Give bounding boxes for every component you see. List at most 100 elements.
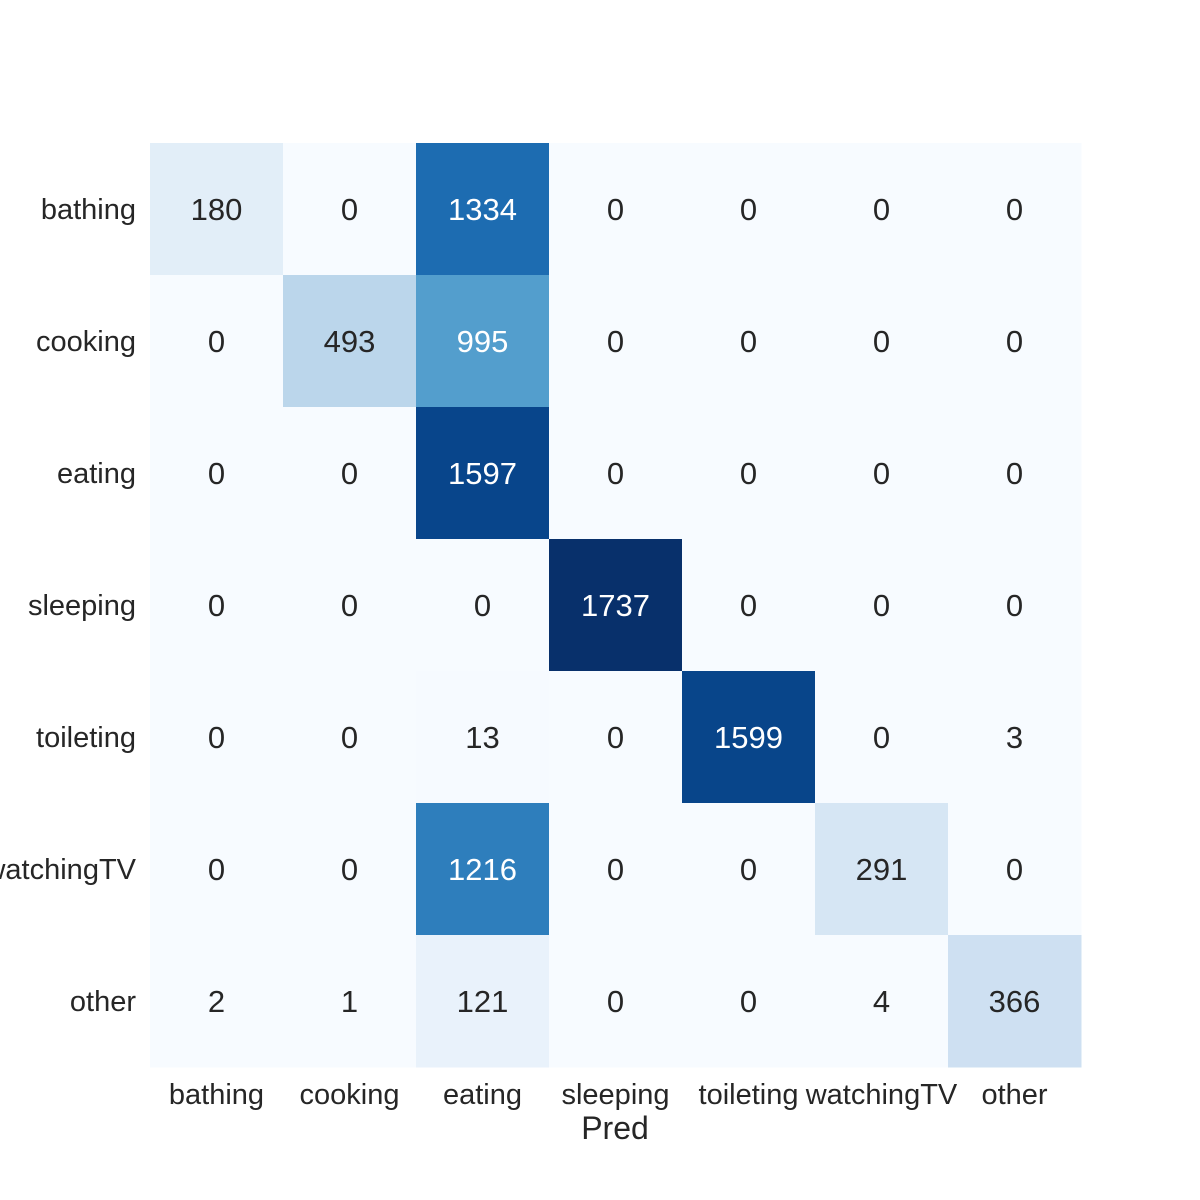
heatmap-cell-value: 0 (341, 852, 358, 887)
heatmap-cell-value: 0 (1006, 588, 1023, 623)
heatmap-cell-value: 0 (208, 456, 225, 491)
heatmap-cell-value: 0 (740, 324, 757, 359)
heatmap-cell (815, 143, 949, 276)
heatmap-cell-value: 0 (607, 324, 624, 359)
y-tick-label: cooking (36, 326, 136, 358)
heatmap-cell-value: 0 (1006, 192, 1023, 227)
heatmap-cell (150, 671, 284, 804)
heatmap-cell (815, 935, 949, 1068)
heatmap-cell (948, 539, 1082, 672)
heatmap-cell (283, 671, 417, 804)
heatmap-cell (416, 803, 550, 936)
x-tick-label: bathing (169, 1079, 264, 1111)
x-tick-label: sleeping (561, 1079, 669, 1111)
heatmap-cell-value: 0 (873, 192, 890, 227)
heatmap-cell-value: 0 (607, 984, 624, 1019)
heatmap-cell-value: 0 (208, 852, 225, 887)
heatmap-cell-value: 0 (607, 456, 624, 491)
heatmap-cell (416, 935, 550, 1068)
heatmap-cell (283, 143, 417, 276)
heatmap-cell-value: 3 (1006, 720, 1023, 755)
heatmap-cell-value: 366 (989, 984, 1041, 1019)
heatmap-cell (948, 671, 1082, 804)
heatmap-cell-value: 0 (1006, 852, 1023, 887)
heatmap-cell-value: 0 (873, 588, 890, 623)
y-tick-label: sleeping (28, 590, 136, 622)
heatmap-cell (416, 671, 550, 804)
heatmap-cell (283, 539, 417, 672)
heatmap-cell (815, 539, 949, 672)
heatmap-cell-value: 0 (341, 456, 358, 491)
heatmap-cell-labels: 180 0 1334 0 0 0 00 493 995 0 0 0 00 0 1597 0 0 0 00 0 0 1737… (191, 192, 1041, 1019)
y-tick-label: eating (57, 458, 136, 490)
heatmap-cell-value: 291 (856, 852, 908, 887)
heatmap-cell (283, 935, 417, 1068)
x-tick-label: cooking (300, 1079, 400, 1111)
heatmap-cell (948, 275, 1082, 408)
heatmap-cell (283, 275, 417, 408)
heatmap-cell-value: 0 (740, 192, 757, 227)
heatmap-cell (815, 275, 949, 408)
heatmap-cell (150, 539, 284, 672)
heatmap-cell-value: 995 (457, 324, 509, 359)
heatmap-cell-value: 1737 (581, 588, 650, 623)
heatmap-cell (549, 275, 683, 408)
x-axis-title: Pred (581, 1110, 649, 1146)
heatmap-cell-value: 0 (208, 720, 225, 755)
y-axis-tick-labels: bathing cooking eating sleeping toileting wat… (0, 194, 137, 1018)
heatmap-cell-value: 0 (341, 192, 358, 227)
heatmap-cell (948, 407, 1082, 540)
heatmap-cell (283, 803, 417, 936)
heatmap-cell-value: 0 (607, 720, 624, 755)
heatmap-cell-value: 1599 (714, 720, 783, 755)
heatmap-cell-value: 2 (208, 984, 225, 1019)
heatmap-cell (150, 143, 284, 276)
heatmap-cell (150, 935, 284, 1068)
heatmap-cell-value: 1334 (448, 192, 517, 227)
y-tick-label: toileting (36, 722, 136, 754)
heatmap-cell (682, 935, 816, 1068)
heatmap-cell-value: 0 (740, 984, 757, 1019)
heatmap-cell (416, 143, 550, 276)
heatmap-cell-value: 0 (740, 852, 757, 887)
heatmap-cell (948, 935, 1082, 1068)
heatmap-cell (150, 803, 284, 936)
x-tick-label: toileting (699, 1079, 799, 1111)
heatmap-cell (682, 671, 816, 804)
heatmap-cell-value: 0 (1006, 324, 1023, 359)
heatmap-cell-value: 121 (457, 984, 509, 1019)
heatmap-cell (682, 407, 816, 540)
x-axis-tick-labels: bathing cooking eating sleeping toileting wat… (169, 1079, 1048, 1111)
heatmap-cell-value: 0 (740, 588, 757, 623)
heatmap-cell (549, 539, 683, 672)
heatmap-cell (549, 671, 683, 804)
heatmap-cell-value: 0 (873, 720, 890, 755)
y-tick-label: watchingTV (0, 854, 137, 886)
heatmap-cell (682, 143, 816, 276)
x-tick-label: watchingTV (805, 1079, 958, 1111)
heatmap-cell-value: 0 (208, 324, 225, 359)
heatmap-cell (948, 143, 1082, 276)
heatmap-cell-value: 0 (607, 852, 624, 887)
heatmap-cell-value: 0 (607, 192, 624, 227)
x-tick-label: other (981, 1079, 1047, 1111)
heatmap-cell-value: 0 (208, 588, 225, 623)
heatmap-cells (150, 143, 1082, 1068)
y-tick-label: bathing (41, 194, 136, 226)
heatmap-cell (416, 275, 550, 408)
heatmap-cell (416, 407, 550, 540)
heatmap-cell (549, 407, 683, 540)
heatmap-cell (815, 407, 949, 540)
heatmap-cell (150, 275, 284, 408)
heatmap-cell-value: 0 (341, 588, 358, 623)
heatmap-cell (682, 539, 816, 672)
heatmap-cell (150, 407, 284, 540)
heatmap-cell (815, 671, 949, 804)
x-tick-label: eating (443, 1079, 522, 1111)
heatmap-cell-value: 1 (341, 984, 358, 1019)
heatmap-cell-value: 493 (324, 324, 376, 359)
heatmap-cell (815, 803, 949, 936)
heatmap-cell (283, 407, 417, 540)
heatmap-cell (682, 803, 816, 936)
